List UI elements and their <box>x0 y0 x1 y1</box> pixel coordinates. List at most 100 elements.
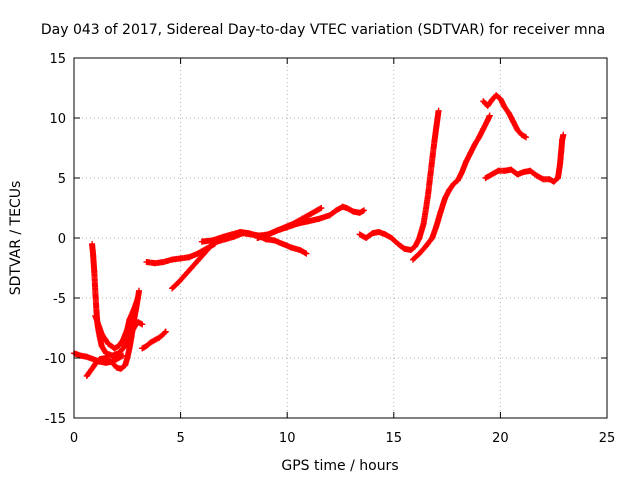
data-point <box>160 259 167 265</box>
data-point <box>284 224 291 231</box>
data-point <box>395 241 402 247</box>
data-point <box>437 208 444 215</box>
data-point <box>518 131 525 138</box>
data-point <box>90 356 97 363</box>
chart-title: Day 043 of 2017, Sidereal Day-to-day VTE… <box>41 22 605 38</box>
marker-path <box>356 107 442 253</box>
data-point <box>305 218 312 225</box>
data-point <box>429 157 436 163</box>
x-tick-label: 0 <box>70 431 78 446</box>
data-point <box>109 352 116 359</box>
data-point <box>92 289 99 295</box>
data-point <box>136 287 142 294</box>
data-point <box>431 139 438 145</box>
data-point <box>139 321 146 328</box>
data-point <box>188 265 195 271</box>
data-point <box>429 235 436 241</box>
data-point <box>424 193 431 199</box>
data-point <box>442 195 448 202</box>
data-point <box>113 364 120 371</box>
data-point <box>147 339 154 346</box>
data-point <box>194 250 201 257</box>
data-point <box>103 355 109 361</box>
data-point <box>90 253 97 259</box>
data-track <box>410 112 493 263</box>
data-point <box>262 232 269 239</box>
data-point <box>169 285 176 292</box>
data-track <box>482 131 567 185</box>
data-point <box>279 241 286 247</box>
data-point <box>356 231 363 238</box>
data-point <box>91 268 98 275</box>
data-point <box>510 118 517 125</box>
data-point <box>463 158 470 165</box>
y-tick-label: -5 <box>53 292 66 307</box>
data-point <box>520 169 527 175</box>
data-point <box>369 230 376 237</box>
data-point <box>476 134 483 141</box>
x-tick-label: 25 <box>599 431 616 446</box>
data-point <box>83 373 90 379</box>
x-axis-title: GPS time / hours <box>281 458 398 474</box>
x-tick-label: 5 <box>176 431 184 446</box>
data-point <box>143 343 150 349</box>
data-point <box>339 203 346 210</box>
data-point <box>117 365 124 372</box>
data-point <box>194 257 201 264</box>
data-point <box>488 97 495 103</box>
data-point <box>471 141 478 148</box>
data-track <box>198 229 310 257</box>
data-point <box>303 250 310 257</box>
data-point <box>139 345 146 352</box>
data-point <box>412 243 419 250</box>
data-point <box>514 171 521 178</box>
y-tick-label: 10 <box>49 112 66 127</box>
data-point <box>388 235 395 241</box>
data-point <box>480 98 487 105</box>
data-point <box>220 233 227 240</box>
data-point <box>111 345 118 352</box>
data-track <box>254 203 367 241</box>
data-point <box>92 361 99 367</box>
data-point <box>488 171 495 178</box>
data-point <box>333 207 340 214</box>
data-point <box>228 231 235 238</box>
data-point <box>126 316 133 323</box>
data-point <box>382 231 389 238</box>
data-point <box>318 205 325 211</box>
data-point <box>533 172 540 179</box>
data-point <box>484 103 491 109</box>
data-point <box>559 136 566 143</box>
marker-path <box>410 112 493 263</box>
data-track <box>356 107 442 253</box>
data-point <box>501 104 508 111</box>
data-point <box>546 176 553 183</box>
data-point <box>450 181 457 187</box>
data-point <box>433 123 440 130</box>
data-point <box>363 235 370 241</box>
x-tick-label: 10 <box>279 431 296 446</box>
data-point <box>314 207 320 214</box>
data-track <box>480 92 529 141</box>
data-point <box>446 187 453 193</box>
data-point <box>416 250 423 257</box>
data-point <box>198 238 205 245</box>
data-point <box>497 95 504 102</box>
data-point <box>124 355 131 361</box>
data-point <box>115 350 122 357</box>
data-point <box>105 340 112 347</box>
data-point <box>555 175 561 181</box>
y-tick-label: -15 <box>45 412 66 427</box>
data-point <box>254 235 261 241</box>
data-point <box>89 241 96 247</box>
data-point <box>454 177 461 184</box>
data-point <box>375 229 382 235</box>
data-point <box>128 333 135 340</box>
grid <box>74 58 607 418</box>
data-point <box>467 149 474 156</box>
data-point <box>88 367 95 373</box>
data-point <box>420 220 427 227</box>
data-point <box>186 254 193 261</box>
data-point <box>209 237 216 244</box>
data-point <box>486 112 493 119</box>
